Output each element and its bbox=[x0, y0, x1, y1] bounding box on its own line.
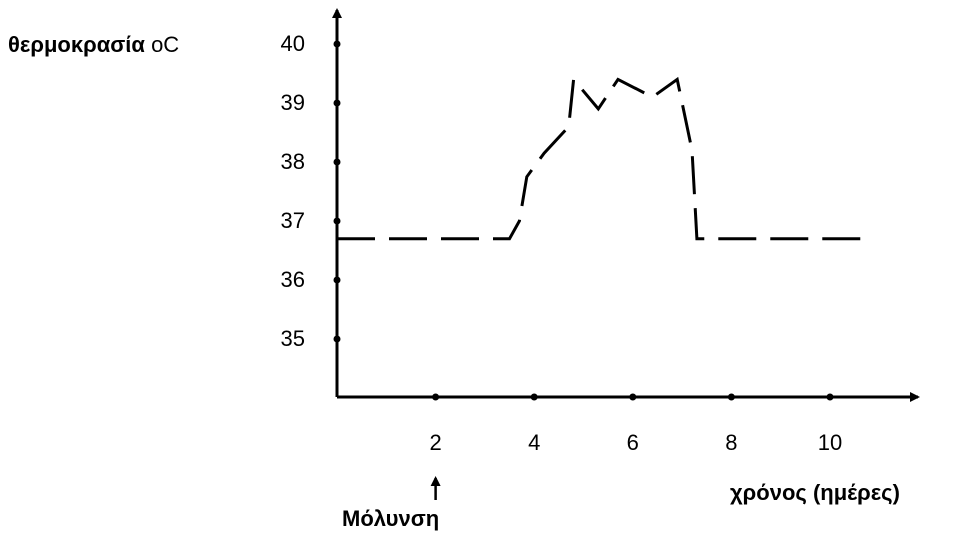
y-tick-dot-40 bbox=[333, 40, 341, 48]
x-tick-dot-10 bbox=[826, 393, 834, 401]
y-axis-unit: oC bbox=[151, 32, 180, 57]
x-tick-dot-8 bbox=[727, 393, 735, 401]
y-tick-dot-37 bbox=[333, 217, 341, 225]
y-tick-dot-39 bbox=[333, 99, 341, 107]
x-tick-label-4: 4 bbox=[528, 430, 540, 455]
y-tick-label-35: 35 bbox=[281, 326, 305, 351]
infection-annotation-label: Μόλυνση bbox=[342, 506, 440, 531]
x-tick-dot-4 bbox=[530, 393, 538, 401]
y-tick-label-40: 40 bbox=[281, 31, 305, 56]
x-tick-label-10: 10 bbox=[818, 430, 842, 455]
y-tick-dot-36 bbox=[333, 276, 341, 284]
x-axis-label: χρόνος (ημέρες) bbox=[730, 480, 900, 505]
x-tick-label-6: 6 bbox=[627, 430, 639, 455]
y-tick-label-36: 36 bbox=[281, 267, 305, 292]
y-tick-label-37: 37 bbox=[281, 208, 305, 233]
y-tick-dot-38 bbox=[333, 158, 341, 166]
x-tick-label-2: 2 bbox=[429, 430, 441, 455]
x-tick-label-8: 8 bbox=[725, 430, 737, 455]
y-tick-label-38: 38 bbox=[281, 149, 305, 174]
x-tick-dot-2 bbox=[432, 393, 440, 401]
y-axis-label: θερμοκρασία bbox=[8, 32, 145, 57]
x-tick-dot-6 bbox=[629, 393, 637, 401]
y-axis-title: θερμοκρασία oC bbox=[8, 32, 179, 58]
y-tick-label-39: 39 bbox=[281, 90, 305, 115]
y-tick-dot-35 bbox=[333, 335, 341, 343]
temperature-series-line bbox=[337, 75, 870, 241]
